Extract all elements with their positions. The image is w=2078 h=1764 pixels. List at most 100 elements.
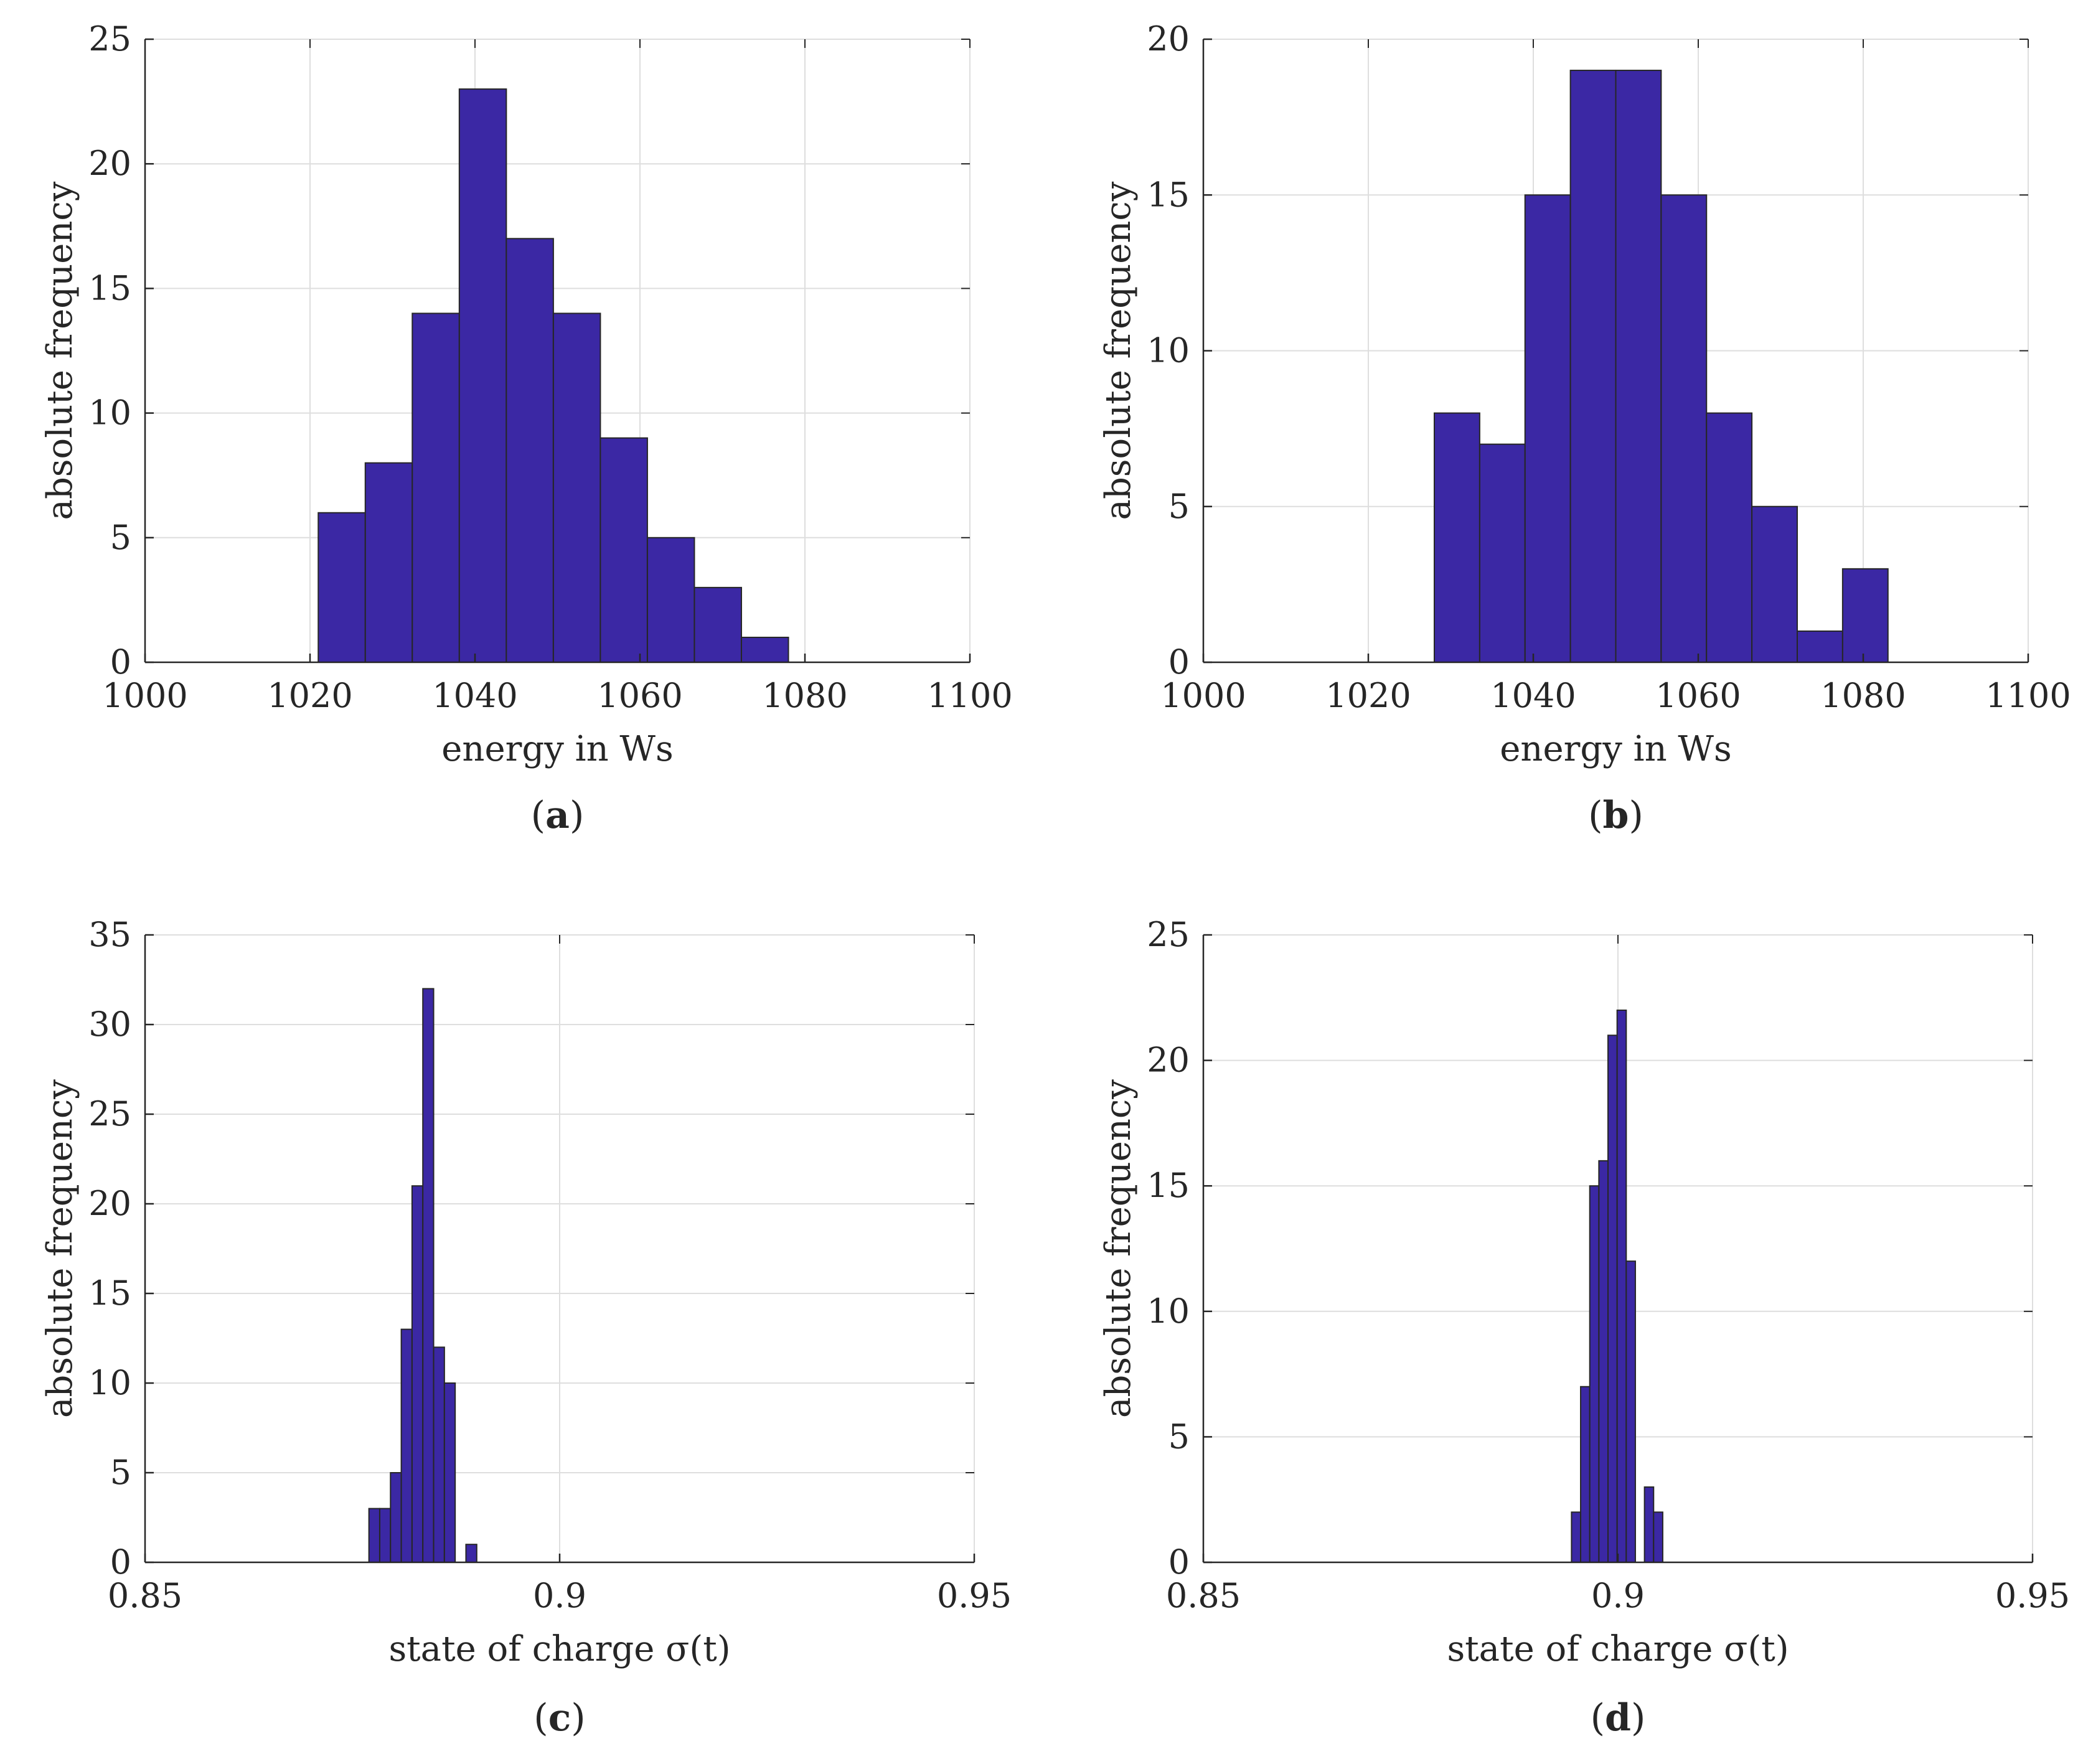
y-tick-label: 0 (1168, 642, 1190, 682)
x-tick-label: 0.9 (533, 1576, 586, 1615)
y-tick-label: 10 (88, 1363, 131, 1402)
y-axis-label: absolute frequency (1098, 181, 1139, 520)
x-axis-label: state of charge σ(t) (1447, 1629, 1789, 1669)
histogram-bar (458, 88, 507, 663)
y-tick-label: 0 (110, 642, 131, 682)
panel-caption: (d) (1591, 1696, 1646, 1740)
histogram-bar (422, 988, 435, 1563)
histogram-bar (1660, 194, 1708, 663)
caption-paren-close: ) (571, 1696, 585, 1740)
y-tick-label: 25 (1147, 915, 1190, 954)
histogram-bar (740, 636, 789, 664)
histogram-bar (368, 1508, 380, 1564)
histogram-bar (411, 312, 460, 663)
histogram-bar (317, 512, 366, 664)
histogram-bar (1580, 1386, 1591, 1563)
histogram-bar (1653, 1511, 1663, 1564)
y-axis-label: absolute frequency (1098, 1079, 1139, 1418)
chart-panel-d: 0.85 0.9 0.95 0 5 10 15 20 25 state of charge σ(t… (1098, 915, 2070, 1740)
y-tick-label: 10 (1147, 1292, 1190, 1331)
y-tick-label: 15 (88, 1274, 131, 1313)
histogram-bar (378, 1508, 392, 1564)
x-axis-label: energy in Ws (441, 729, 673, 769)
caption-letter: c (548, 1696, 571, 1740)
panel-caption: (c) (534, 1696, 585, 1740)
histogram-bar (1569, 70, 1617, 664)
caption-paren-open: ( (531, 794, 545, 837)
y-tick-label: 10 (1147, 331, 1190, 370)
histogram-bar (1607, 1034, 1618, 1563)
histogram-bar (1434, 412, 1480, 663)
y-axis-label: absolute frequency (40, 181, 80, 520)
histogram-bar (1589, 1185, 1600, 1563)
y-tick-label: 5 (1168, 1417, 1190, 1456)
histogram-bar (1615, 70, 1662, 664)
x-tick-label: 1020 (267, 676, 352, 715)
chart-panel-c: 0.85 0.9 0.95 0 5 10 15 20 25 30 35 state of charge… (40, 915, 1012, 1740)
histogram-bar (1706, 412, 1753, 663)
y-tick-label: 10 (88, 393, 131, 433)
y-tick-label: 0 (1168, 1542, 1190, 1582)
x-tick-label: 1060 (597, 676, 682, 715)
caption-paren-close: ) (570, 794, 584, 837)
x-tick-label: 1040 (1490, 676, 1576, 715)
histogram-bar (1616, 1009, 1627, 1563)
x-tick-label: 0.95 (1995, 1576, 2070, 1615)
y-tick-label: 25 (88, 1094, 131, 1133)
histogram-bar (505, 238, 554, 663)
x-tick-label: 0.85 (108, 1576, 182, 1615)
histogram-bar (1479, 443, 1526, 664)
chart-panel-b: 1000 1020 1040 1060 1080 1100 0 5 10 15 20 energy i… (1098, 19, 2071, 837)
x-axis-label: energy in Ws (1500, 729, 1731, 769)
x-tick-label: 1080 (762, 676, 847, 715)
caption-paren-close: ) (1631, 1696, 1645, 1740)
x-tick-label: 1100 (1985, 676, 2071, 715)
y-tick-label: 25 (88, 19, 131, 59)
caption-paren-open: ( (1591, 1696, 1605, 1740)
x-tick-label: 1080 (1820, 676, 1906, 715)
histogram-bar (1751, 505, 1798, 663)
histogram-bar (1643, 1486, 1655, 1564)
histogram-bar (1797, 630, 1843, 664)
x-tick-label: 1060 (1655, 676, 1741, 715)
y-tick-label: 20 (88, 144, 131, 183)
histogram-bar (1625, 1260, 1636, 1564)
x-tick-label: 0.95 (937, 1576, 1012, 1615)
histogram-bar (693, 586, 742, 664)
caption-paren-open: ( (534, 1696, 548, 1740)
caption-paren-open: ( (1588, 794, 1602, 837)
y-tick-label: 15 (88, 268, 131, 307)
histogram-bar (400, 1328, 413, 1564)
panel-caption: (b) (1588, 794, 1643, 837)
histogram-bar (433, 1346, 445, 1563)
y-tick-label: 20 (1147, 19, 1190, 59)
caption-paren-close: ) (1629, 794, 1643, 837)
caption-letter: b (1603, 794, 1629, 837)
caption-letter: a (545, 794, 570, 837)
y-tick-label: 20 (1147, 1041, 1190, 1080)
y-tick-label: 35 (88, 915, 131, 954)
histogram-bar (1524, 194, 1571, 663)
y-tick-label: 20 (88, 1184, 131, 1223)
x-axis-label: state of charge σ(t) (388, 1629, 730, 1669)
histogram-bar (646, 537, 695, 663)
y-axis-label: absolute frequency (40, 1079, 80, 1418)
y-tick-label: 5 (110, 1453, 131, 1492)
histogram-bar (443, 1382, 456, 1563)
x-tick-label: 1000 (102, 676, 187, 715)
caption-letter: d (1605, 1696, 1631, 1740)
y-tick-label: 30 (88, 1005, 131, 1044)
y-tick-label: 15 (1147, 175, 1190, 214)
histogram-bar (1598, 1160, 1609, 1563)
x-tick-label: 0.9 (1591, 1576, 1645, 1615)
histogram-bar (1841, 568, 1889, 663)
histogram-bar (411, 1185, 424, 1563)
x-tick-label: 1100 (927, 676, 1012, 715)
y-tick-label: 5 (1168, 487, 1190, 526)
histogram-bar (552, 312, 601, 663)
y-tick-label: 5 (110, 518, 131, 557)
x-tick-label: 0.85 (1166, 1576, 1241, 1615)
histogram-bar (390, 1472, 402, 1563)
x-tick-label: 1020 (1325, 676, 1411, 715)
chart-panel-a: 1000 1020 1040 1060 1080 1100 0 5 10 15 20 25 energy… (40, 19, 1013, 837)
